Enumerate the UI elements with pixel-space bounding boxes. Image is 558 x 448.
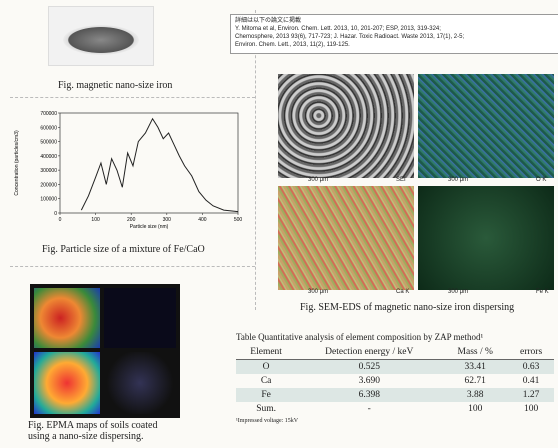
x-tick-label: 200 xyxy=(127,217,136,223)
scale-label: 300 μm xyxy=(308,289,328,295)
header-cell: Element xyxy=(236,345,296,360)
chart-caption: Fig. Particle size of a mixture of Fe/Ca… xyxy=(42,244,205,255)
y-tick-label: 200000 xyxy=(40,182,57,188)
reference-line: Environ. Chem. Lett., 2013, 11(2), 119-1… xyxy=(235,41,557,49)
sem-grid xyxy=(278,74,554,294)
header-cell: Detection energy / keV xyxy=(296,345,442,360)
scale-label: 300 μm xyxy=(308,177,328,183)
table-cell: 0.525 xyxy=(296,360,442,375)
caption-line: using a nano-size dispersing. xyxy=(28,431,157,442)
table-cell: Sum. xyxy=(236,402,296,416)
reference-heading: 詳細は以下の論文に掲載 xyxy=(235,17,557,25)
caption-line: Fig. EPMA maps of soils coated xyxy=(28,420,157,431)
table-cell: Fe xyxy=(236,388,296,402)
x-tick-label: 500 xyxy=(234,217,243,223)
photo xyxy=(48,6,154,66)
panel-label: SEI xyxy=(396,177,406,183)
y-tick-label: 100000 xyxy=(40,197,57,203)
y-tick-label: 700000 xyxy=(40,111,57,117)
sem-image xyxy=(278,74,414,178)
table-title: Table Quantitative analysis of element c… xyxy=(236,332,554,342)
x-axis-label: Particle size (nm) xyxy=(130,224,169,230)
scale-label: 300 μm xyxy=(448,177,468,183)
x-tick-label: 400 xyxy=(198,217,207,223)
y-tick-label: 600000 xyxy=(40,125,57,131)
header-cell: Mass / % xyxy=(442,345,508,360)
table-cell: 1.27 xyxy=(508,388,554,402)
table-cell: 0.63 xyxy=(508,360,554,375)
y-tick-label: 300000 xyxy=(40,168,57,174)
epma-image xyxy=(30,284,180,418)
table-footnote: ¹Impressed voltage: 15kV xyxy=(236,418,554,424)
reference-line: Y. Mitoma et al, Environ. Chem. Lett. 20… xyxy=(235,25,557,33)
table-cell: 0.41 xyxy=(508,374,554,388)
panel-label: O K xyxy=(536,177,546,183)
table-cell: 33.41 xyxy=(442,360,508,375)
scale-label: 300 μm xyxy=(448,289,468,295)
x-tick-label: 0 xyxy=(59,217,62,223)
sem-image xyxy=(418,186,554,290)
x-tick-label: 100 xyxy=(91,217,100,223)
data-line xyxy=(81,119,238,212)
header-cell: errors xyxy=(508,345,554,360)
x-tick-label: 300 xyxy=(163,217,172,223)
table-cell: - xyxy=(296,402,442,416)
reference-line: Chemosphere, 2013 93(6), 717-723; J. Haz… xyxy=(235,33,557,41)
y-tick-label: 500000 xyxy=(40,140,57,146)
table-cell: O xyxy=(236,360,296,375)
photo-caption: Fig. magnetic nano-size iron xyxy=(58,80,172,91)
sem-image xyxy=(418,74,554,178)
epma-caption: Fig. EPMA maps of soils coated using a n… xyxy=(28,420,157,442)
sem-caption: Fig. SEM-EDS of magnetic nano-size iron … xyxy=(300,302,514,313)
sem-image xyxy=(278,186,414,290)
y-tick-label: 400000 xyxy=(40,154,57,160)
table-cell: 62.71 xyxy=(442,374,508,388)
table-cell: 3.690 xyxy=(296,374,442,388)
y-tick-label: 0 xyxy=(54,211,57,217)
table: Element Detection energy / keV Mass / % … xyxy=(236,345,554,416)
table-cell: 100 xyxy=(442,402,508,416)
table-cell: 3.88 xyxy=(442,388,508,402)
table-cell: Ca xyxy=(236,374,296,388)
table-block: Table Quantitative analysis of element c… xyxy=(236,332,554,424)
particle-chart: 0 100000 200000 300000 400000 500000 600000 700… xyxy=(10,105,250,240)
table-cell: 100 xyxy=(508,402,554,416)
table-cell: 6.398 xyxy=(296,388,442,402)
reference-box: 詳細は以下の論文に掲載 Y. Mitoma et al, Environ. Ch… xyxy=(230,14,558,54)
plot-frame xyxy=(60,113,238,213)
y-axis-label: Concentration (particles/cm3) xyxy=(14,130,20,196)
panel-label: Fe K xyxy=(536,289,549,295)
header-row: Element Detection energy / keV Mass / % … xyxy=(236,345,554,360)
page: Fig. magnetic nano-size iron 詳細は以下の論文に掲載… xyxy=(0,0,558,448)
panel-label: Ca K xyxy=(396,289,409,295)
